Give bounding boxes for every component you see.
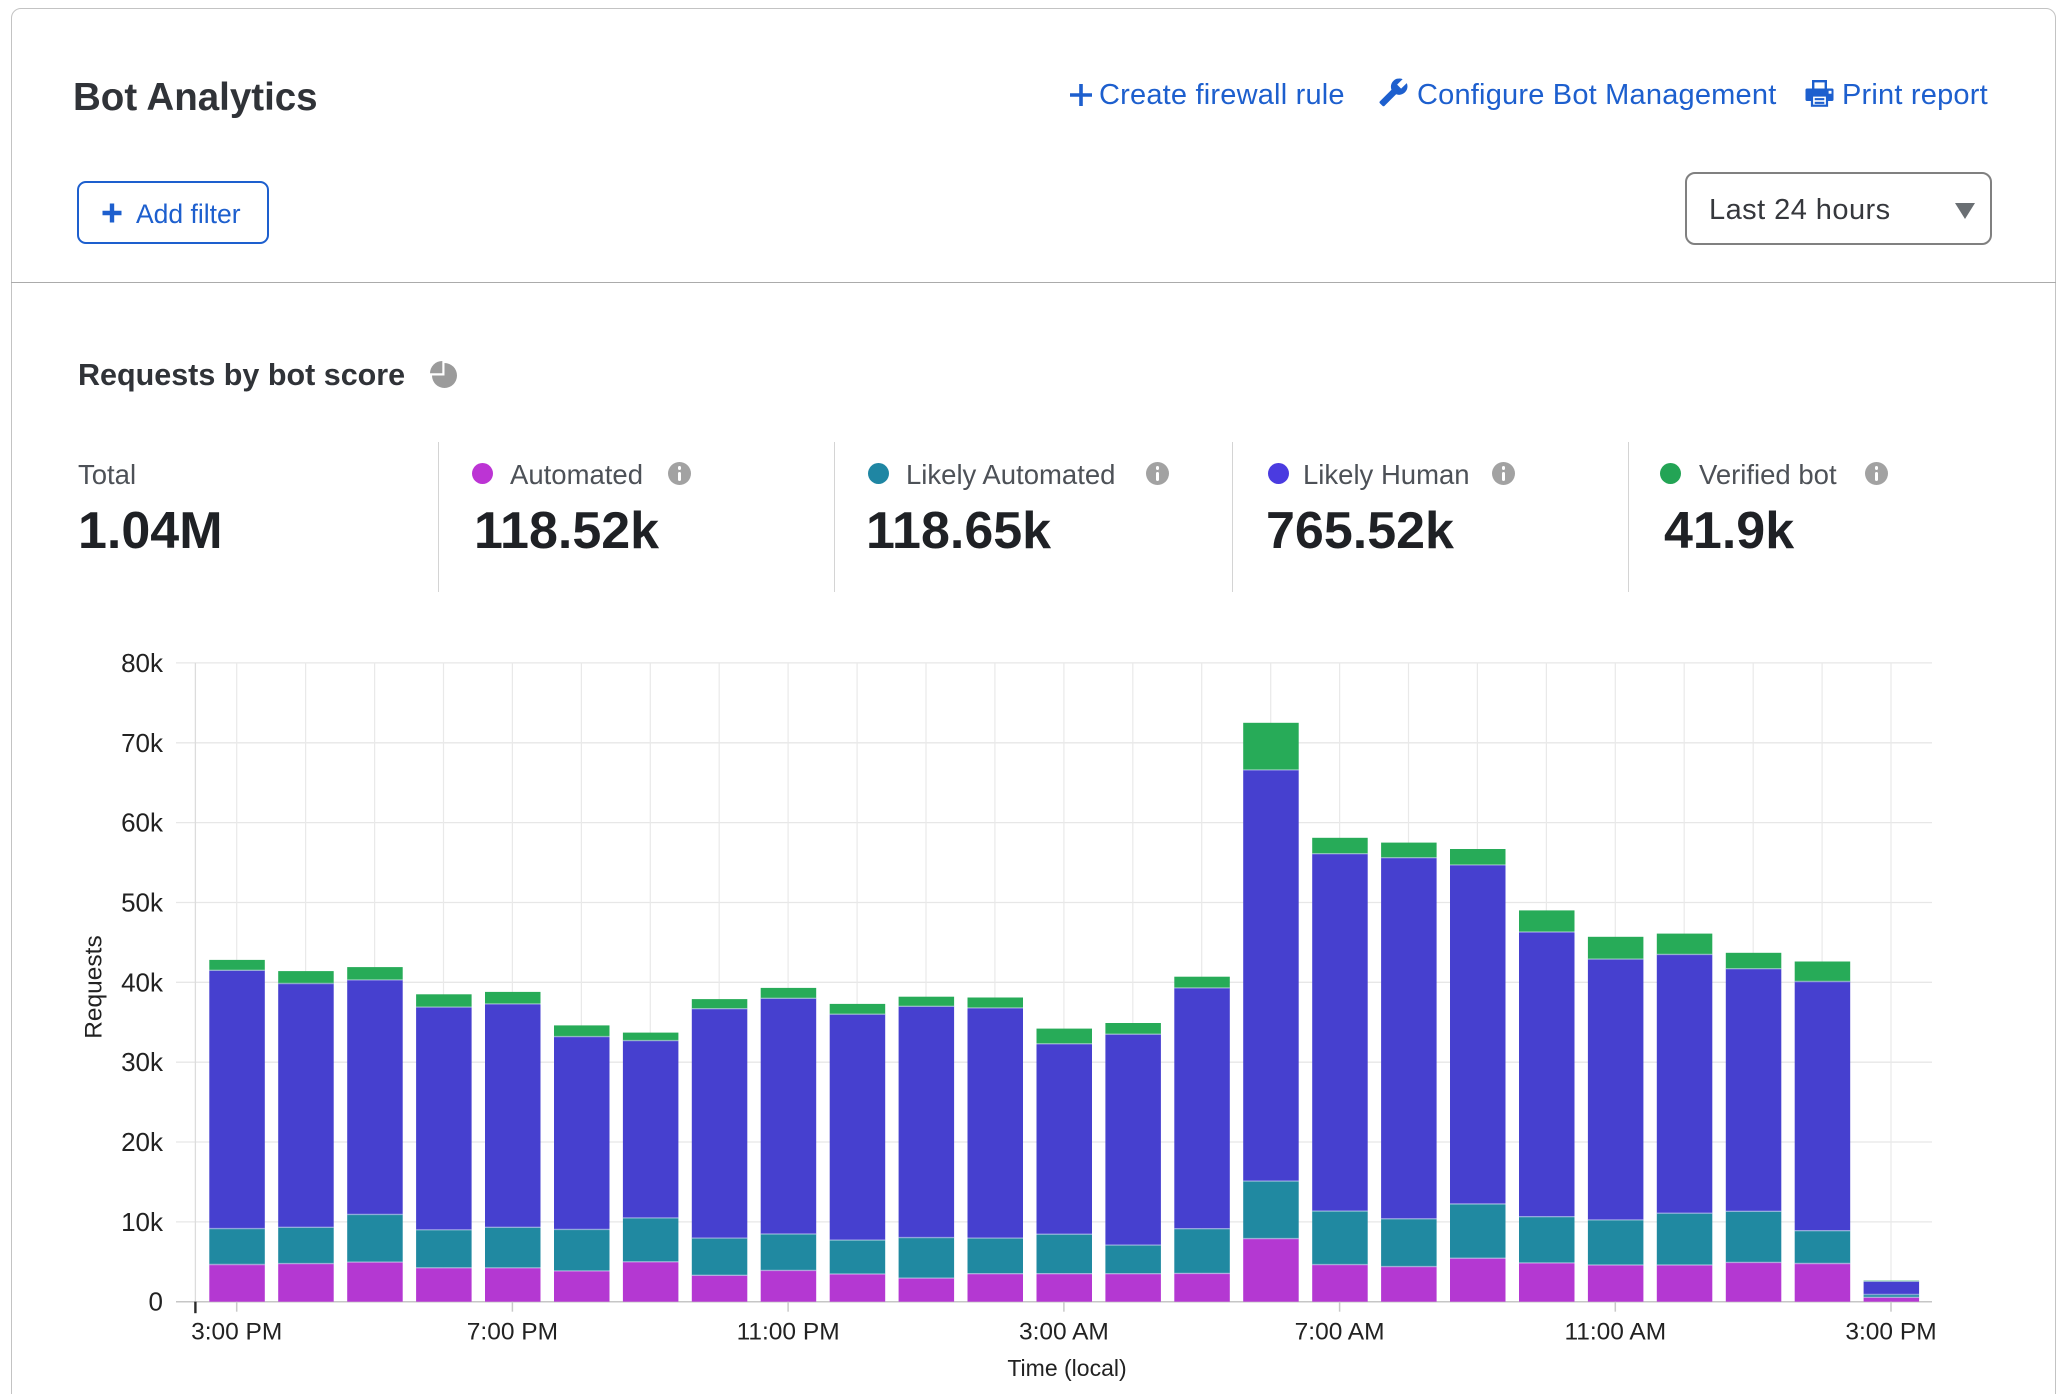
svg-text:0: 0 xyxy=(149,1287,163,1317)
svg-text:11:00 PM: 11:00 PM xyxy=(737,1319,840,1346)
svg-text:10k: 10k xyxy=(121,1207,164,1237)
svg-text:Requests: Requests xyxy=(81,935,108,1039)
svg-text:3:00 AM: 3:00 AM xyxy=(1019,1319,1109,1346)
svg-text:3:00 PM: 3:00 PM xyxy=(191,1319,282,1346)
svg-text:20k: 20k xyxy=(121,1127,164,1157)
svg-text:7:00 AM: 7:00 AM xyxy=(1295,1319,1385,1346)
svg-text:40k: 40k xyxy=(121,967,164,997)
svg-text:Time (local): Time (local) xyxy=(1007,1355,1126,1381)
svg-text:50k: 50k xyxy=(121,888,164,918)
svg-text:60k: 60k xyxy=(121,808,164,838)
svg-text:30k: 30k xyxy=(121,1047,164,1077)
svg-text:70k: 70k xyxy=(121,728,164,758)
svg-text:3:00 PM: 3:00 PM xyxy=(1845,1319,1936,1346)
svg-text:7:00 PM: 7:00 PM xyxy=(467,1319,558,1346)
svg-text:80k: 80k xyxy=(121,648,164,678)
svg-text:11:00 AM: 11:00 AM xyxy=(1564,1319,1666,1346)
